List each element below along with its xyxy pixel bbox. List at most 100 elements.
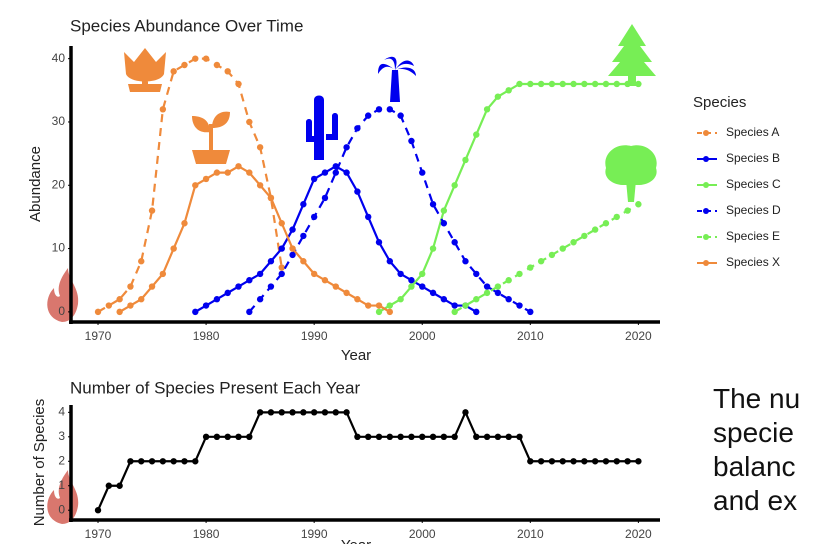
chart-title: Number of Species Present Each Year bbox=[70, 378, 360, 397]
legend-label: Species X bbox=[726, 255, 780, 269]
data-point bbox=[462, 258, 469, 265]
data-point bbox=[365, 302, 372, 309]
y-tick-label: 3 bbox=[58, 429, 65, 443]
data-point bbox=[365, 112, 372, 119]
data-point bbox=[408, 277, 415, 284]
data-point bbox=[278, 245, 285, 252]
data-point bbox=[267, 409, 275, 416]
data-point bbox=[224, 169, 231, 176]
data-point bbox=[451, 433, 458, 441]
data-point bbox=[602, 220, 610, 227]
x-tick-label: 1970 bbox=[85, 527, 112, 541]
y-tick-label: 20 bbox=[52, 177, 66, 191]
data-point bbox=[386, 433, 394, 441]
legend-label: Species C bbox=[726, 177, 781, 191]
data-point bbox=[473, 296, 480, 303]
data-point bbox=[473, 270, 480, 278]
data-point bbox=[289, 226, 296, 233]
data-point bbox=[516, 270, 523, 278]
data-point bbox=[570, 239, 577, 246]
data-point bbox=[527, 264, 534, 271]
y-tick-label: 2 bbox=[58, 453, 65, 467]
data-point bbox=[246, 308, 253, 316]
data-point bbox=[451, 182, 458, 189]
series-line bbox=[248, 108, 531, 313]
data-point bbox=[343, 169, 350, 176]
data-point bbox=[602, 458, 610, 465]
data-point bbox=[429, 245, 437, 252]
y-axis-label: Number of Species bbox=[31, 399, 48, 527]
x-tick-label: 2020 bbox=[625, 329, 652, 343]
data-point bbox=[635, 458, 642, 465]
data-point bbox=[289, 245, 296, 252]
x-tick-label: 1990 bbox=[301, 527, 328, 541]
data-point bbox=[559, 80, 566, 88]
tulip-icon bbox=[124, 48, 166, 92]
data-point bbox=[256, 409, 264, 416]
data-point bbox=[278, 264, 285, 271]
data-point bbox=[591, 80, 599, 88]
data-point bbox=[516, 80, 523, 88]
data-point bbox=[494, 433, 502, 441]
data-point bbox=[148, 458, 156, 465]
tree-icon bbox=[605, 145, 657, 202]
data-point bbox=[494, 93, 502, 100]
data-point bbox=[375, 239, 383, 246]
data-point bbox=[235, 433, 242, 441]
x-tick-label: 2020 bbox=[625, 527, 652, 541]
data-point bbox=[516, 302, 523, 309]
data-point bbox=[570, 458, 577, 465]
series-line bbox=[97, 57, 283, 313]
data-point bbox=[494, 283, 502, 290]
data-point bbox=[419, 433, 426, 441]
data-point bbox=[354, 433, 361, 441]
series-line bbox=[97, 409, 639, 511]
data-point bbox=[505, 87, 512, 94]
data-point bbox=[332, 283, 339, 290]
y-tick-label: 10 bbox=[52, 241, 66, 255]
data-point bbox=[483, 289, 491, 297]
series-line bbox=[454, 203, 639, 313]
x-tick-label: 2010 bbox=[517, 329, 544, 343]
data-point bbox=[505, 277, 512, 284]
data-point bbox=[127, 302, 134, 309]
data-point bbox=[181, 61, 188, 69]
side-text-line: and ex bbox=[713, 485, 797, 516]
data-point bbox=[505, 433, 512, 441]
side-text-line: The nu bbox=[713, 383, 800, 414]
data-point bbox=[429, 289, 437, 297]
data-point bbox=[310, 175, 318, 183]
data-point bbox=[386, 302, 394, 309]
data-point bbox=[148, 283, 156, 290]
y-axis-label: Abundance bbox=[27, 146, 44, 222]
legend-label: Species E bbox=[726, 229, 780, 243]
data-point bbox=[365, 433, 372, 441]
legend-dot bbox=[703, 208, 709, 214]
data-point bbox=[483, 106, 491, 113]
data-point bbox=[170, 458, 177, 465]
data-point bbox=[581, 80, 588, 88]
data-point bbox=[397, 433, 404, 441]
plant-icon bbox=[192, 111, 230, 164]
legend-label: Species D bbox=[726, 203, 781, 217]
data-point bbox=[278, 409, 285, 416]
data-point bbox=[635, 80, 642, 88]
data-point bbox=[138, 296, 145, 303]
side-text-line: balanc bbox=[713, 451, 796, 482]
data-point bbox=[397, 296, 404, 303]
data-point bbox=[310, 409, 318, 416]
data-point bbox=[256, 182, 264, 189]
data-point bbox=[181, 220, 188, 227]
data-point bbox=[170, 68, 177, 75]
data-point bbox=[332, 409, 339, 416]
data-point bbox=[246, 118, 253, 126]
data-point bbox=[213, 169, 221, 176]
data-point bbox=[516, 433, 523, 441]
data-point bbox=[451, 302, 458, 309]
data-point bbox=[105, 482, 113, 489]
legend-dot bbox=[703, 260, 709, 266]
x-axis-label: Year bbox=[341, 347, 371, 364]
data-point bbox=[473, 131, 480, 138]
data-point bbox=[181, 458, 188, 465]
